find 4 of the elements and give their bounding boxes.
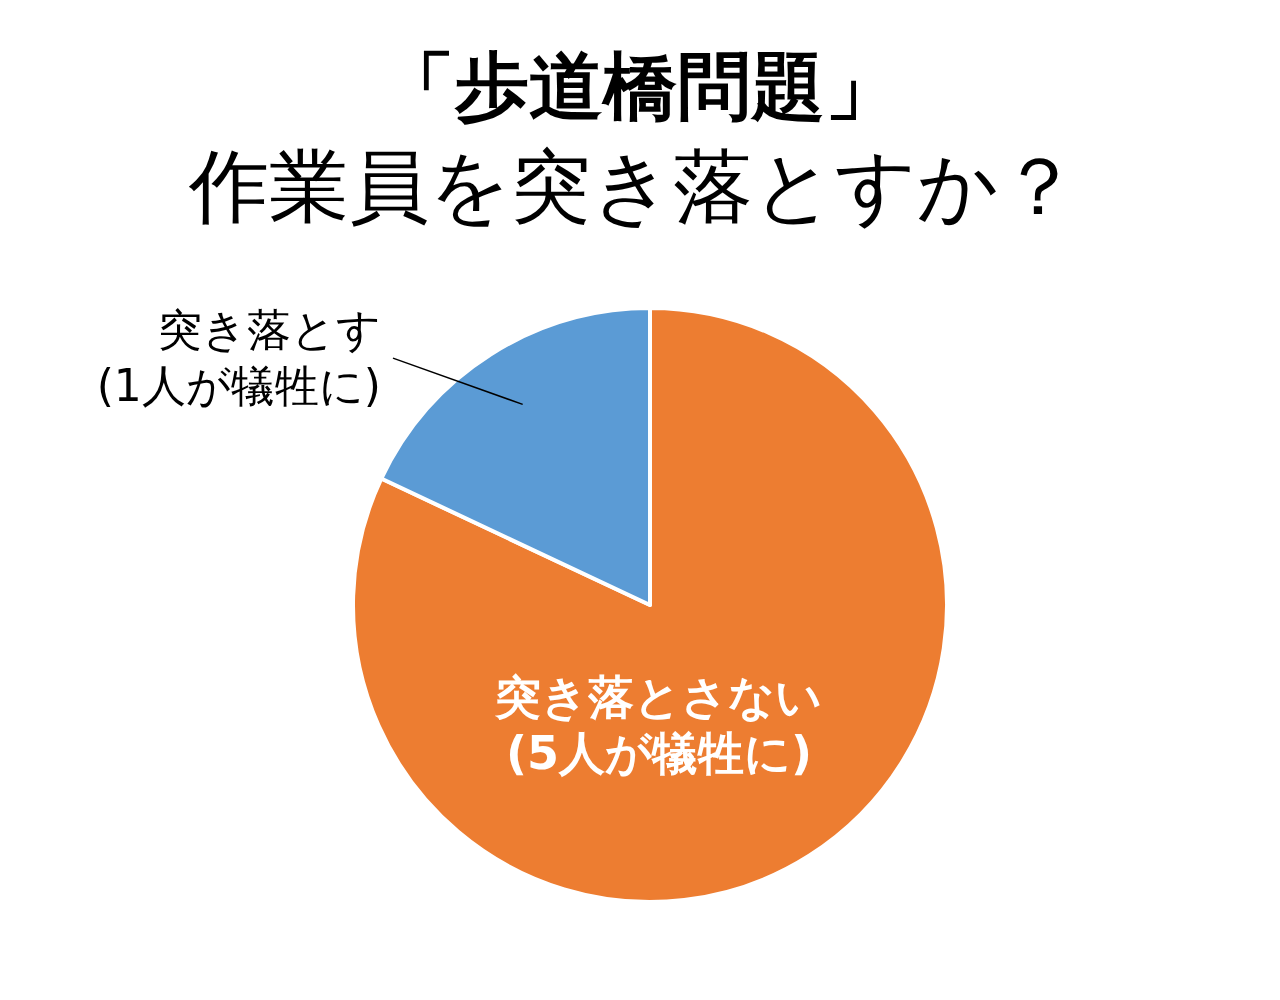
chart-title: 「歩道橋問題」: [381, 43, 899, 129]
chart-subtitle: 作業員を突き落とすか？: [188, 139, 1079, 233]
slice-label: 突き落とさない (5人が犠牲に): [494, 670, 823, 781]
slice-label: 突き落とす (1人が犠牲に): [96, 303, 381, 411]
